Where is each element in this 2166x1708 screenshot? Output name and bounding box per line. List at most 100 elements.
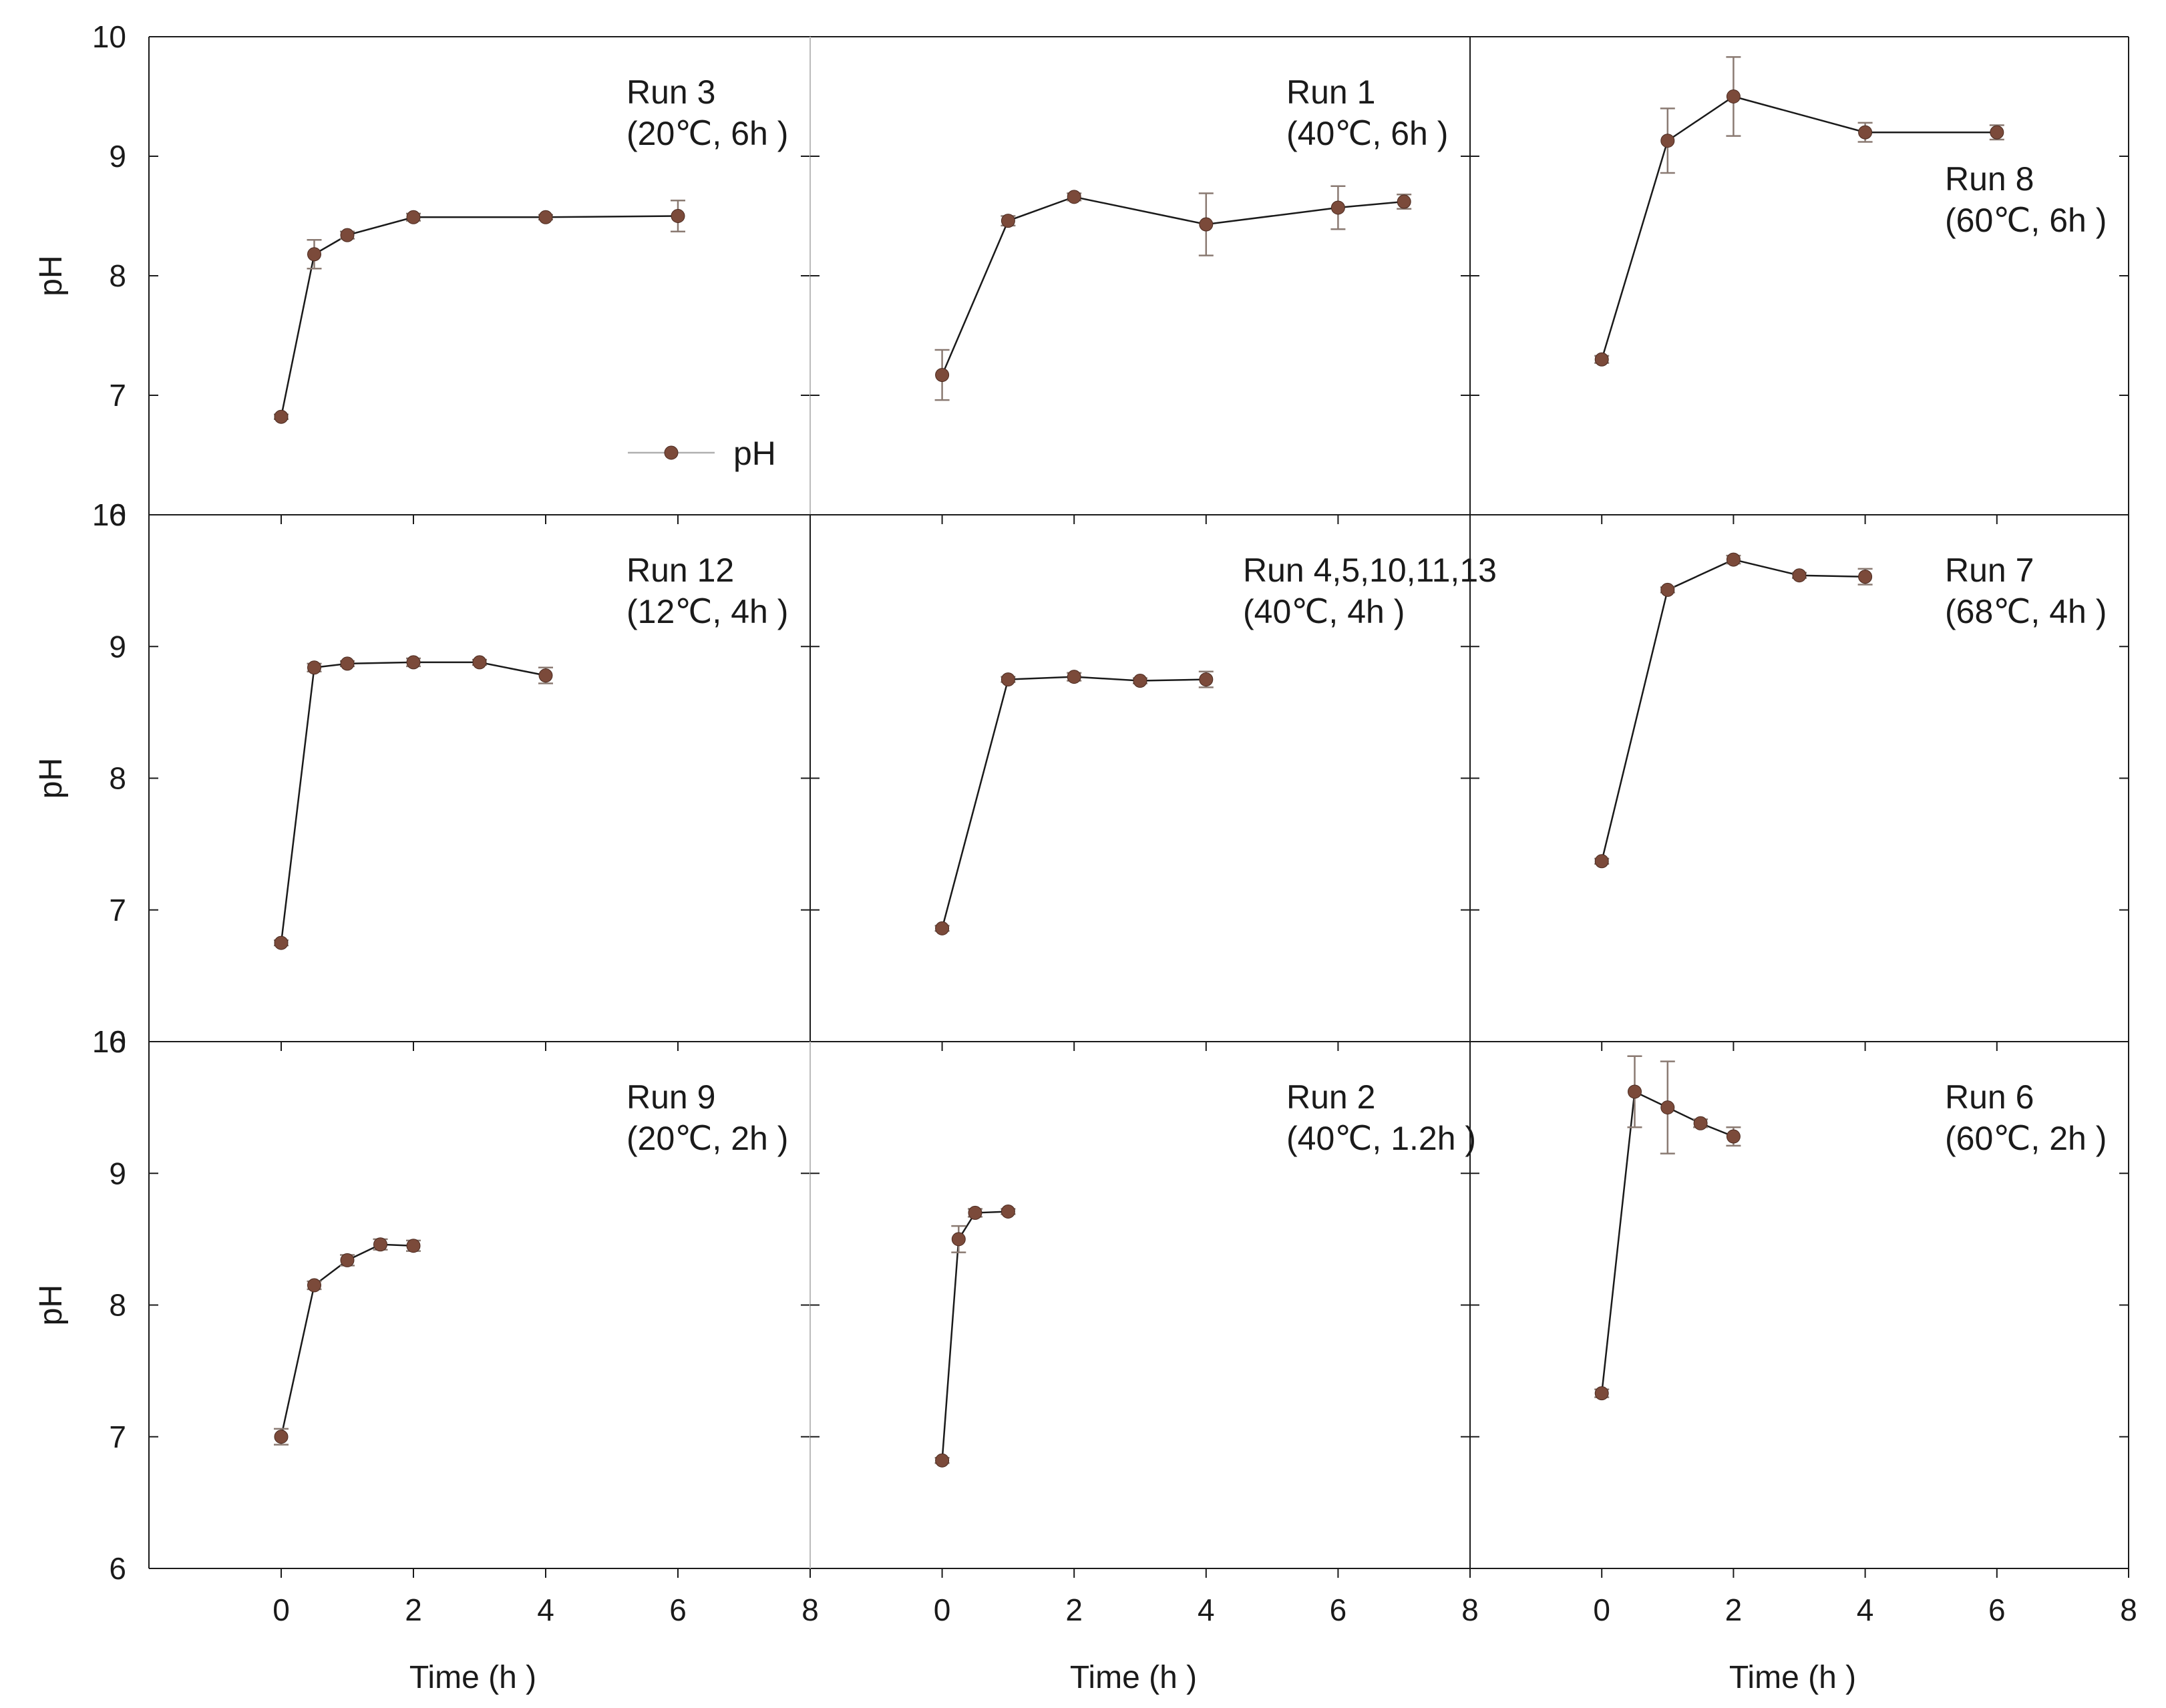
data-point	[935, 368, 950, 383]
data-point	[1330, 200, 1345, 215]
series-line	[941, 676, 1206, 929]
x-tick-label: 6	[1330, 1592, 1347, 1627]
data-point	[951, 1232, 966, 1247]
x-tick-label: 6	[669, 1592, 687, 1627]
data-point	[1133, 674, 1147, 688]
x-tick-label: 2	[1065, 1592, 1083, 1627]
x-tick-label: 0	[1593, 1592, 1610, 1627]
panel-run-label: Run 12	[626, 552, 734, 589]
panel-run-label: Run 8	[1945, 160, 2034, 198]
data-point	[340, 1253, 355, 1267]
data-point	[1693, 1116, 1708, 1130]
y-tick-label: 8	[109, 761, 126, 796]
x-axis-label: Time (h )	[1070, 1660, 1197, 1695]
data-point	[1858, 125, 1873, 140]
panel-run-label: Run 3	[626, 73, 715, 111]
panel-run-label: Run 2	[1286, 1078, 1375, 1116]
y-tick-label: 6	[109, 497, 126, 532]
panel-condition-label: (20℃, 6h )	[626, 115, 788, 152]
legend-label: pH	[733, 435, 776, 472]
y-axis-label: pH	[33, 255, 69, 296]
data-point	[1001, 1204, 1015, 1219]
data-point	[1660, 134, 1675, 148]
data-point	[1660, 1100, 1675, 1115]
data-point	[1792, 568, 1807, 583]
panel-3: Run 8 (60℃, 6h )	[1469, 36, 2129, 524]
series-line	[1601, 95, 1997, 360]
x-axis-label: Time (h )	[1729, 1660, 1856, 1695]
y-tick-label: 9	[109, 629, 126, 664]
y-tick-label: 7	[109, 378, 126, 413]
data-point	[1726, 552, 1741, 567]
series-line	[1600, 558, 1865, 862]
panel-condition-label: (68℃, 4h )	[1945, 593, 2107, 630]
y-axis-label: pH	[33, 758, 69, 799]
x-tick-label: 2	[1725, 1592, 1743, 1627]
panel-7: 6 7 8 9 10 0 2 4 6 8 pH Time (h ) Run 9 (20℃, 2h )	[33, 1024, 819, 1695]
legend-marker	[664, 445, 679, 460]
y-tick-label: 8	[109, 1288, 126, 1323]
data-point	[1594, 854, 1609, 869]
panel-8: 0 2 4 6 8 Time (h ) Run 2 (40℃, 1.2h )	[809, 1041, 1479, 1695]
panel-condition-label: (60℃, 2h )	[1945, 1120, 2107, 1157]
panel-condition-label: (20℃, 2h )	[626, 1120, 788, 1157]
panel-run-label: Run 6	[1945, 1078, 2034, 1116]
data-point	[274, 935, 289, 950]
x-tick-label: 0	[934, 1592, 951, 1627]
data-point	[1726, 89, 1741, 103]
x-tick-label: 4	[537, 1592, 554, 1627]
data-point	[1594, 1386, 1609, 1401]
data-point	[671, 209, 685, 223]
data-point	[406, 655, 421, 670]
data-point	[1660, 582, 1675, 597]
x-tick-label: 4	[1857, 1592, 1874, 1627]
data-point	[968, 1205, 982, 1220]
data-point	[1397, 194, 1411, 209]
y-tick-label: 9	[109, 139, 126, 174]
data-point	[1628, 1084, 1642, 1099]
panel-condition-label: (40℃, 4h )	[1243, 593, 1405, 630]
data-point	[307, 660, 321, 675]
panel-6: Run 7 (68℃, 4h )	[1469, 514, 2129, 1051]
y-tick-label: 7	[109, 893, 126, 927]
data-point	[406, 1239, 421, 1253]
data-point	[373, 1237, 387, 1252]
data-point	[1726, 1129, 1741, 1144]
panel-run-label: Run 1	[1286, 73, 1375, 111]
y-tick-label: 6	[109, 1551, 126, 1586]
x-tick-label: 4	[1198, 1592, 1215, 1627]
panel-run-label: Run 9	[626, 1078, 715, 1116]
x-tick-label: 2	[405, 1592, 422, 1627]
x-tick-label: 8	[801, 1592, 819, 1627]
series-line	[941, 1211, 1009, 1461]
panel-run-label: Run 7	[1945, 552, 2034, 589]
series-line	[280, 661, 546, 943]
data-point	[1858, 570, 1873, 584]
data-point	[1001, 672, 1015, 687]
x-tick-label: 6	[1988, 1592, 2006, 1627]
x-tick-label: 8	[1461, 1592, 1479, 1627]
y-axis-label: pH	[33, 1285, 69, 1325]
panel-run-label: Run 4,5,10,11,13	[1243, 552, 1497, 589]
x-tick-label: 0	[273, 1592, 290, 1627]
y-tick-label: 9	[109, 1156, 126, 1191]
panel-condition-label: (60℃, 6h )	[1945, 202, 2107, 239]
legend: pH	[628, 435, 776, 472]
y-tick-label: 10	[92, 19, 126, 54]
data-point	[935, 921, 950, 935]
data-point	[307, 247, 321, 262]
panel-condition-label: (40℃, 6h )	[1286, 115, 1448, 152]
data-point	[1199, 672, 1214, 687]
y-tick-label: 10	[92, 497, 126, 532]
y-tick-label: 6	[109, 1024, 126, 1059]
data-point	[472, 655, 487, 670]
series-line	[280, 215, 679, 417]
data-point	[340, 228, 355, 242]
data-point	[538, 210, 553, 224]
series-line	[280, 1243, 414, 1438]
y-tick-label: 7	[109, 1420, 126, 1454]
data-point	[274, 409, 289, 424]
panel-2: Run 1 (40℃, 6h )	[809, 36, 1471, 524]
x-axis-label: Time (h )	[409, 1660, 536, 1695]
